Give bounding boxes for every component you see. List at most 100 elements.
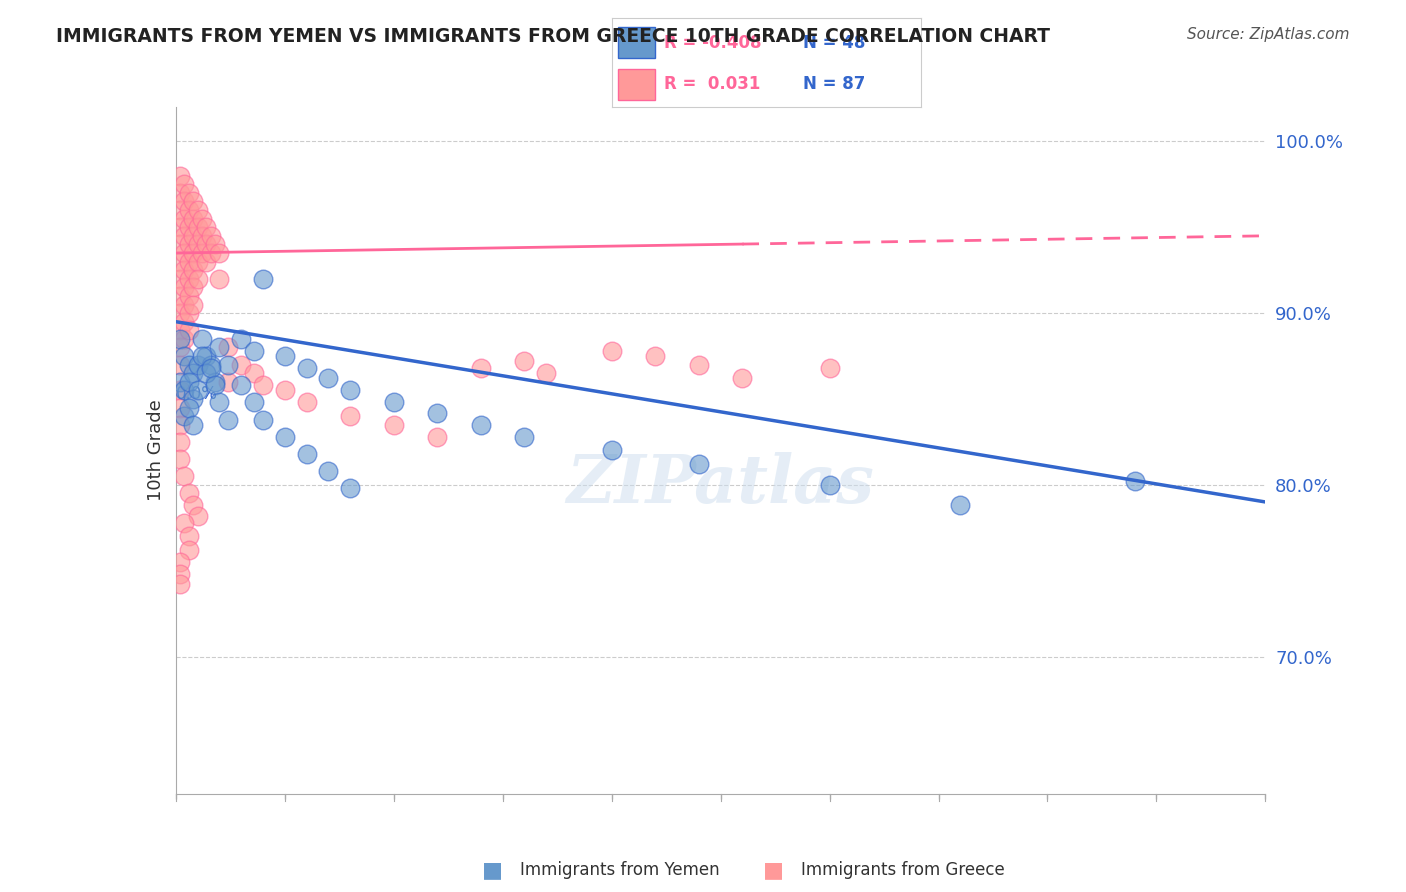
- Point: [382, 417, 405, 432]
- Point: [318, 464, 340, 478]
- Point: [231, 332, 253, 346]
- Point: [217, 358, 239, 372]
- Point: [644, 349, 666, 363]
- Point: [252, 271, 274, 285]
- Text: 0.0%: 0.0%: [176, 385, 218, 403]
- Point: [173, 409, 195, 424]
- Point: [169, 555, 191, 569]
- Text: Source: ZipAtlas.com: Source: ZipAtlas.com: [1187, 27, 1350, 42]
- Point: [382, 395, 405, 409]
- Point: [177, 289, 200, 303]
- Point: [181, 297, 204, 311]
- Point: [169, 237, 191, 252]
- Point: [513, 430, 536, 444]
- Point: [295, 447, 318, 461]
- Point: [243, 395, 266, 409]
- Point: [177, 375, 200, 389]
- Text: R = -0.408: R = -0.408: [664, 34, 762, 52]
- Point: [169, 323, 191, 337]
- Point: [208, 246, 231, 260]
- Point: [177, 271, 200, 285]
- Point: [177, 220, 200, 235]
- Point: [173, 246, 195, 260]
- Point: [177, 529, 200, 543]
- Point: [688, 358, 710, 372]
- Point: [169, 452, 191, 467]
- Point: [177, 486, 200, 500]
- Point: [181, 417, 204, 432]
- Point: [688, 457, 710, 471]
- Point: [177, 358, 200, 372]
- Point: [339, 409, 361, 424]
- Point: [186, 358, 209, 372]
- Point: [169, 434, 191, 449]
- Point: [173, 469, 195, 483]
- Point: [252, 378, 274, 392]
- Point: [204, 378, 226, 392]
- Point: [169, 340, 191, 354]
- Point: [177, 401, 200, 415]
- Point: [600, 343, 623, 358]
- Point: [204, 375, 226, 389]
- Text: Immigrants from Yemen: Immigrants from Yemen: [520, 861, 720, 879]
- Point: [173, 516, 195, 530]
- Point: [208, 340, 231, 354]
- Point: [173, 384, 195, 398]
- Point: [177, 306, 200, 320]
- Text: ■: ■: [763, 860, 783, 880]
- Point: [186, 202, 209, 217]
- Point: [181, 499, 204, 513]
- Point: [186, 508, 209, 523]
- Point: [173, 263, 195, 277]
- Point: [181, 263, 204, 277]
- Point: [318, 371, 340, 385]
- Point: [731, 371, 754, 385]
- Point: [173, 178, 195, 192]
- Point: [200, 246, 222, 260]
- Text: R =  0.031: R = 0.031: [664, 75, 761, 93]
- Point: [186, 237, 209, 252]
- Point: [177, 186, 200, 200]
- Point: [195, 366, 218, 380]
- Point: [470, 417, 492, 432]
- Point: [181, 366, 204, 380]
- Point: [274, 384, 297, 398]
- Point: [295, 361, 318, 376]
- Point: [208, 271, 231, 285]
- Point: [169, 577, 191, 591]
- Point: [191, 332, 214, 346]
- Point: [181, 228, 204, 243]
- Point: [513, 354, 536, 368]
- Point: [339, 384, 361, 398]
- Text: Immigrants from Greece: Immigrants from Greece: [801, 861, 1005, 879]
- Point: [252, 412, 274, 426]
- Text: ■: ■: [482, 860, 502, 880]
- Point: [195, 254, 218, 268]
- Point: [217, 412, 239, 426]
- Point: [818, 477, 841, 491]
- Point: [339, 481, 361, 495]
- Point: [169, 332, 191, 346]
- Point: [200, 361, 222, 376]
- Point: [177, 237, 200, 252]
- Point: [169, 220, 191, 235]
- Point: [177, 202, 200, 217]
- Point: [243, 343, 266, 358]
- Point: [173, 211, 195, 226]
- Point: [173, 194, 195, 209]
- Point: [169, 306, 191, 320]
- Point: [181, 246, 204, 260]
- Y-axis label: 10th Grade: 10th Grade: [146, 400, 165, 501]
- Point: [534, 366, 557, 380]
- Point: [231, 358, 253, 372]
- Point: [470, 361, 492, 376]
- Point: [186, 254, 209, 268]
- Point: [274, 349, 297, 363]
- Point: [200, 358, 222, 372]
- Text: N = 48: N = 48: [803, 34, 866, 52]
- Point: [181, 392, 204, 406]
- Point: [208, 395, 231, 409]
- Point: [173, 228, 195, 243]
- Point: [169, 271, 191, 285]
- Point: [243, 366, 266, 380]
